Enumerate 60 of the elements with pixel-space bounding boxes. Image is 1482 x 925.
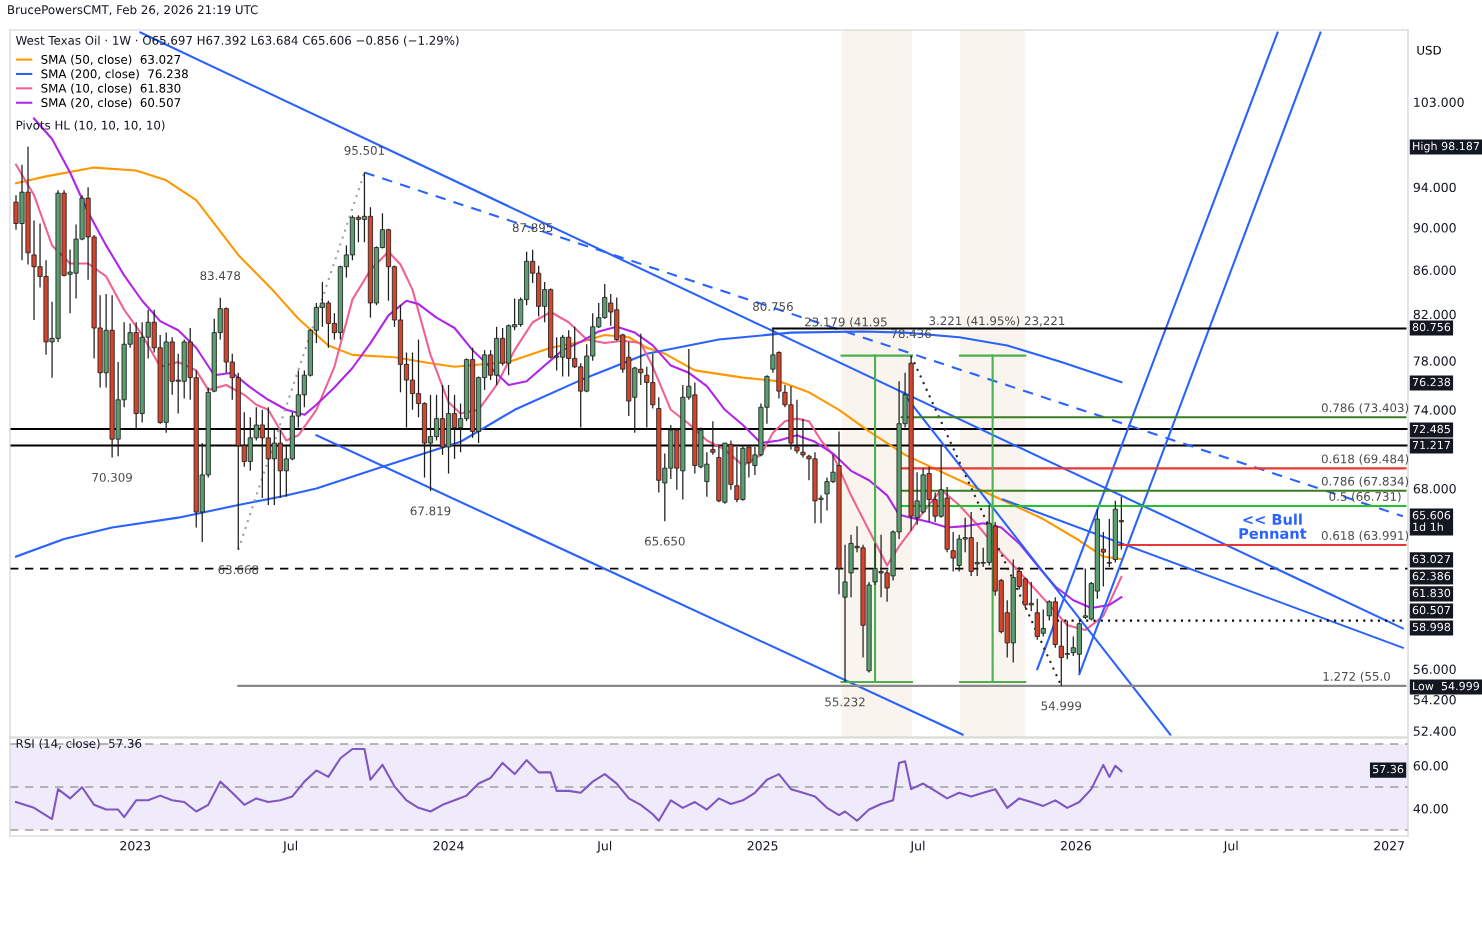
text: 63.027 [1412, 554, 1450, 564]
y-tick-label: 56.000 [1413, 664, 1456, 675]
y-tick-label: 60.00 [1413, 760, 1448, 771]
text: 65.606 1d 1h [1412, 511, 1451, 532]
annotation: 0.786 (73.403) [1321, 403, 1409, 414]
y-tick-label: 40.00 [1413, 803, 1448, 814]
text: BrucePowersCMT, Feb 26, 2026 21:19 UTC [8, 5, 258, 16]
text: 58.998 [1412, 622, 1451, 632]
legend-label: SMA (50, close) 63.027 [41, 54, 181, 66]
text: 61.830 [1412, 588, 1451, 598]
y-tick-label: 68.000 [1413, 483, 1456, 494]
annotation: << Bull Pennant [1239, 513, 1307, 540]
y-tick-label: 86.000 [1413, 265, 1456, 275]
x-tick-label: Jul [282, 840, 297, 853]
annotation: 0.786 (67.834) [1321, 476, 1409, 488]
y-tick-label: 94.000 [1413, 182, 1456, 193]
annotation: 0.618 (63.991) [1321, 530, 1409, 542]
y-tick-label: 103.000 [1414, 97, 1464, 108]
annotation: 0.618 (69.484) [1321, 454, 1409, 465]
y-tick-label: 54.200 [1413, 694, 1456, 705]
y-tick-label: 90.000 [1413, 223, 1456, 233]
annotation: 57.36 [1373, 764, 1404, 774]
chart-title: RSI (14, close) 57.36 [16, 738, 142, 750]
y-tick-label: 74.000 [1413, 405, 1456, 415]
x-tick-label: 2026 [1060, 841, 1091, 851]
text: 60.507 [1412, 605, 1450, 615]
annotation: 55.232 [825, 697, 865, 707]
text: 80.756 [1412, 322, 1451, 332]
legend-label: SMA (200, close) 76.238 [41, 69, 188, 80]
y-tick-label: 82.000 [1413, 309, 1456, 320]
text: Low 54.999 [1413, 681, 1480, 691]
text: 71.217 [1412, 440, 1450, 450]
annotation: 67.819 [410, 506, 451, 516]
y-tick-label: 52.400 [1413, 726, 1456, 736]
x-tick-label: 2025 [747, 841, 778, 851]
x-tick-label: 2024 [433, 841, 464, 851]
annotation: 54.999 [1041, 701, 1082, 711]
annotation: 0.5 (66.731) [1329, 491, 1401, 503]
legend-label: SMA (10, close) 61.830 [41, 83, 181, 95]
y-axis-title: USD [1417, 45, 1441, 55]
x-tick-label: 2027 [1374, 841, 1404, 851]
text: 76.238 [1412, 377, 1451, 387]
text: High 98.187 [1413, 141, 1479, 153]
annotation: 83.478 [200, 271, 241, 281]
annotation: 95.501 [344, 145, 384, 155]
annotation: 80.756 [753, 302, 793, 311]
y-tick-label: 78.000 [1413, 356, 1456, 366]
annotation: 87.895 [512, 223, 553, 233]
text: 72.485 [1412, 424, 1450, 434]
x-tick-label: Jul [909, 840, 925, 853]
x-tick-label: Jul [596, 840, 612, 853]
annotation: 65.650 [644, 536, 685, 546]
legend-label: SMA (20, close) 60.507 [41, 97, 181, 109]
annotation: 23.179 (41.95 [805, 317, 887, 328]
annotation: 3.221 (41.95%) 23,221 [929, 316, 1065, 327]
text: 62.386 [1412, 571, 1451, 581]
annotation: 70.309 [92, 472, 132, 482]
annotation: 1.272 (55.0 [1323, 671, 1390, 683]
x-tick-label: 2023 [120, 841, 151, 851]
x-tick-label: Jul [1223, 840, 1238, 853]
